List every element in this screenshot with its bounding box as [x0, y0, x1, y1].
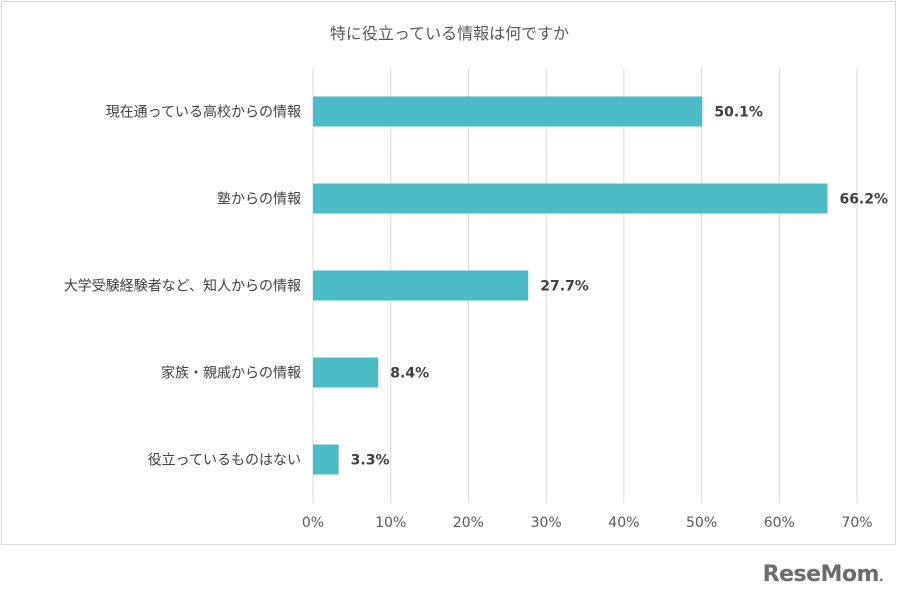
- data-label: 66.2%: [839, 192, 888, 208]
- category-label: 塾からの情報: [217, 192, 301, 208]
- x-tick-label: 30%: [531, 515, 562, 531]
- bar: [313, 357, 379, 388]
- x-tick-label: 20%: [453, 515, 484, 531]
- data-label: 27.7%: [540, 279, 589, 295]
- category-label: 家族・親戚からの情報: [161, 365, 301, 382]
- x-tick-label: 40%: [608, 515, 639, 531]
- data-label: 3.3%: [351, 453, 390, 469]
- data-label: 50.1%: [714, 105, 763, 121]
- data-label: 8.4%: [390, 366, 429, 382]
- watermark-text: ReseMom: [762, 562, 880, 587]
- bar: [313, 183, 828, 214]
- x-tick-label: 70%: [841, 515, 872, 531]
- bar: [313, 270, 529, 301]
- category-label: 大学受験経験者など、知人からの情報: [64, 278, 301, 295]
- chart-title: 特に役立っている情報は何ですか: [329, 24, 570, 43]
- x-tick-label: 50%: [686, 515, 717, 531]
- x-tick-label: 10%: [375, 515, 406, 531]
- x-tick-label: 0%: [302, 515, 324, 531]
- bar: [313, 444, 339, 475]
- category-label: 現在通っている高校からの情報: [106, 104, 301, 121]
- category-label: 役立っているものはない: [148, 453, 301, 469]
- resemom-logo: ReseMom.: [762, 562, 884, 587]
- bar: [313, 96, 703, 127]
- x-tick-label: 60%: [764, 515, 795, 531]
